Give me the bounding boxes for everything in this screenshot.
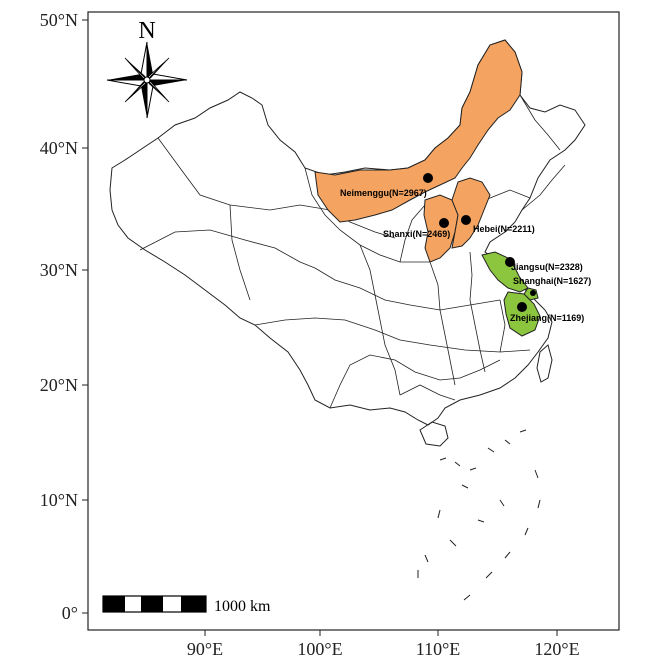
island-mark: [504, 439, 511, 445]
country-outline: [109, 39, 586, 426]
y-tick-label-50n: 50°N: [40, 10, 78, 30]
taiwan-island: [536, 344, 553, 383]
y-tick-label-20n: 20°N: [40, 375, 78, 395]
region-label-neimenggu: Neimenggu(N=2967): [340, 188, 427, 198]
province-border: [469, 251, 486, 373]
province-border: [329, 354, 501, 409]
region-jiangsu[interactable]: [481, 251, 529, 293]
province-border: [359, 244, 401, 396]
x-tick-label-100e: 100°E: [297, 639, 342, 659]
island-mark: [469, 467, 477, 471]
scale-bar-segment: [141, 596, 163, 612]
region-shanxi[interactable]: [423, 194, 459, 263]
province-border: [254, 317, 531, 353]
province-border: [521, 164, 566, 211]
island-mark: [424, 554, 429, 563]
scale-bar-label: 1000 km: [214, 598, 271, 615]
island-mark: [461, 484, 469, 489]
island-mark: [499, 499, 505, 507]
scale-bar-gap: [125, 600, 141, 608]
region-label-hebei: Hebei(N=2211): [473, 224, 535, 234]
province-border: [229, 204, 251, 301]
island-mark: [504, 551, 511, 559]
province-border: [314, 267, 501, 311]
province-borders: [139, 94, 566, 409]
province-border: [157, 137, 331, 211]
island-mark: [477, 519, 485, 523]
north-arrow: N: [106, 18, 188, 119]
island-mark: [463, 594, 471, 601]
province-border: [499, 299, 506, 353]
province-border: [399, 204, 426, 263]
north-label: N: [138, 18, 155, 44]
island-mark: [439, 457, 447, 461]
region-dot-zhejiang[interactable]: [517, 302, 527, 312]
province-border: [399, 384, 456, 401]
province-border: [429, 261, 456, 386]
island-mark: [449, 539, 457, 547]
region-dot-shanxi[interactable]: [439, 218, 449, 228]
province-border: [519, 94, 561, 151]
scale-bar-segment: [103, 596, 125, 612]
y-tick-label-40n: 40°N: [40, 138, 78, 158]
region-zhejiang[interactable]: [503, 291, 541, 337]
hainan-island: [419, 421, 449, 447]
south-sea-islands: [417, 429, 541, 601]
island-mark: [519, 429, 527, 433]
region-dot-jiangsu[interactable]: [505, 257, 515, 267]
map-frame: [87, 11, 620, 631]
y-tick-label-10n: 10°N: [40, 490, 78, 510]
region-label-shanxi: Shanxi(N=2469): [383, 229, 450, 239]
region-dot-hebei[interactable]: [461, 215, 471, 225]
island-mark: [524, 527, 529, 536]
compass-rose-icon: [106, 41, 188, 119]
region-label-zhejiang: Zhejiang(N=1169): [510, 313, 584, 323]
region-hebei[interactable]: [451, 177, 491, 249]
island-mark: [537, 499, 541, 509]
island-mark: [485, 571, 493, 579]
region-dot-shanghai[interactable]: [530, 290, 536, 296]
island-mark: [454, 461, 461, 467]
province-border: [139, 229, 316, 269]
region-label-shanghai: Shanghai(N=1627): [513, 276, 591, 286]
x-tick-label-90e: 90°E: [187, 639, 223, 659]
island-mark: [534, 469, 539, 479]
x-axis: [204, 630, 558, 636]
province-border: [484, 189, 531, 201]
scale-bar: 1000 km: [102, 595, 271, 615]
region-label-jiangsu: Jiangsu(N=2328): [511, 262, 583, 272]
island-mark: [487, 447, 495, 453]
region-dot-neimenggu[interactable]: [423, 173, 433, 183]
scale-bar-gap: [163, 600, 181, 608]
x-tick-label-110e: 110°E: [416, 639, 461, 659]
scale-bar-segment: [181, 596, 206, 612]
y-tick-label-0: 0°: [62, 603, 78, 623]
y-axis: [82, 19, 88, 614]
province-border: [304, 167, 430, 263]
island-mark: [437, 509, 441, 519]
x-tick-label-120e: 120°E: [534, 639, 579, 659]
y-tick-label-30n: 30°N: [40, 260, 78, 280]
region-neimenggu[interactable]: [314, 39, 523, 223]
